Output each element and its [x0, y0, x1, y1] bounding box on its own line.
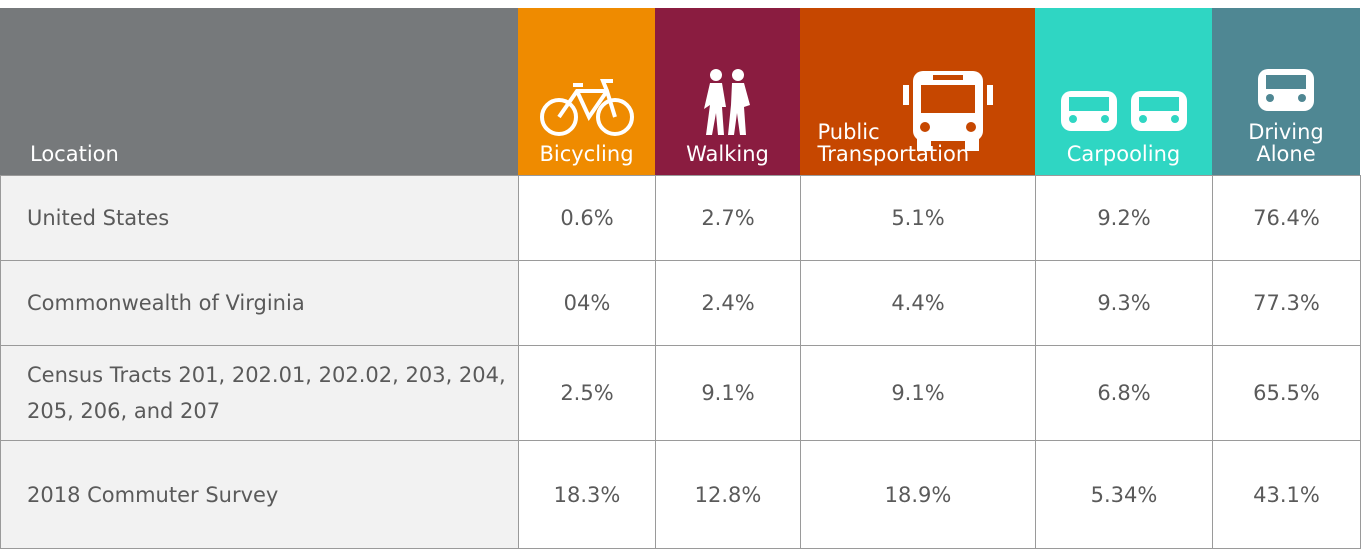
value-cell: 0.6% — [518, 175, 656, 261]
value-cell: 5.34% — [1035, 440, 1213, 549]
value-cell: 2.7% — [655, 175, 801, 261]
header-label: Driving Alone — [1248, 120, 1324, 166]
value-cell: 12.8% — [655, 440, 801, 549]
value-cell: 6.8% — [1035, 345, 1213, 441]
value-cell: 65.5% — [1212, 345, 1361, 441]
location-cell: Commonwealth of Virginia — [0, 260, 519, 346]
header-bicycling: Bicycling — [518, 8, 655, 175]
value-cell: 2.4% — [655, 260, 801, 346]
header-public-transportation: Public Transportation — [800, 8, 1035, 175]
value-cell: 9.2% — [1035, 175, 1213, 261]
value-cell: 9.1% — [800, 345, 1036, 441]
header-walking: Walking — [655, 8, 800, 175]
header-driving-alone: Driving Alone — [1212, 8, 1360, 175]
value-cell: 77.3% — [1212, 260, 1361, 346]
value-cell: 04% — [518, 260, 656, 346]
location-cell: 2018 Commuter Survey — [0, 440, 519, 549]
bus-icon — [902, 71, 993, 151]
value-cell: 4.4% — [800, 260, 1036, 346]
location-cell: Census Tracts 201, 202.01, 202.02, 203, … — [0, 345, 519, 441]
value-cell: 5.1% — [800, 175, 1036, 261]
value-cell: 76.4% — [1212, 175, 1361, 261]
value-cell: 9.1% — [655, 345, 801, 441]
header-label: Walking — [686, 142, 769, 166]
header-label: Public Transportation — [817, 120, 970, 166]
car-icon — [1258, 69, 1314, 111]
value-cell: 43.1% — [1212, 440, 1361, 549]
value-cell: 18.3% — [518, 440, 656, 549]
header-carpooling: Carpooling — [1035, 8, 1212, 175]
header-label: Location — [30, 142, 119, 166]
bicycle-icon — [539, 79, 634, 136]
value-cell: 2.5% — [518, 345, 656, 441]
value-cell: 9.3% — [1035, 260, 1213, 346]
header-label: Bicycling — [539, 142, 634, 166]
walking-icon — [703, 69, 750, 135]
carpool-icon — [1060, 91, 1187, 131]
header-label: Carpooling — [1066, 142, 1181, 166]
location-cell: United States — [0, 175, 519, 261]
value-cell: 18.9% — [800, 440, 1036, 549]
header-location: Location — [0, 8, 518, 175]
